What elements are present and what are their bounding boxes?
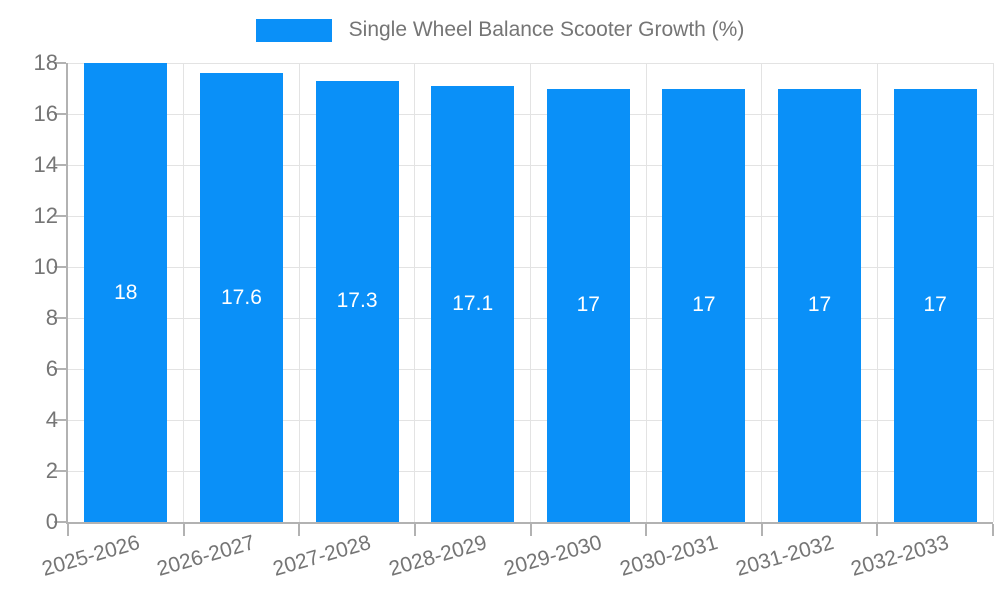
x-axis-tick — [182, 524, 185, 536]
x-axis-tick — [760, 524, 763, 536]
x-axis-tick — [645, 524, 648, 536]
bar-2025-2026[interactable] — [84, 63, 168, 522]
y-axis-tick-label: 18 — [33, 50, 58, 75]
y-axis-tick — [54, 419, 66, 421]
bar-value-label: 17 — [692, 293, 716, 317]
bar-value-label: 17 — [923, 293, 947, 317]
y-axis-tick — [54, 266, 66, 268]
legend: Single Wheel Balance Scooter Growth (%) — [0, 18, 1000, 42]
bar-value-label: 17.6 — [221, 285, 262, 309]
bar-value-label: 17 — [807, 293, 832, 317]
legend-label: Single Wheel Balance Scooter Growth (%) — [348, 18, 745, 41]
bar-value-label: 17 — [576, 293, 600, 317]
y-axis-tick — [54, 317, 66, 319]
y-axis-tick-label: 4 — [45, 407, 58, 432]
gridline-vertical — [992, 63, 994, 522]
y-axis-tick-label: 10 — [33, 254, 58, 279]
gridline-vertical — [530, 63, 531, 522]
bar-value-label: 17.1 — [452, 291, 494, 315]
y-axis-tick — [54, 368, 66, 370]
y-axis-line — [66, 63, 68, 522]
bar-value-label: 18 — [114, 280, 138, 304]
y-axis-tick-label: 6 — [45, 356, 58, 381]
y-axis-tick — [54, 470, 66, 472]
legend-item[interactable]: Single Wheel Balance Scooter Growth (%) — [255, 18, 745, 42]
gridline-vertical — [414, 63, 416, 522]
x-axis-tick — [529, 524, 532, 536]
bar-2026-2027[interactable] — [199, 73, 283, 522]
y-axis-tick-label: 16 — [33, 101, 58, 126]
plot-area: 18 17.6 17.3 17.1 17 17 17 17 — [54, 62, 994, 536]
bar-2031-2032[interactable] — [778, 88, 862, 522]
bar-2028-2029[interactable] — [431, 85, 515, 522]
y-axis-tick-label: 14 — [33, 152, 58, 177]
x-axis-tick — [876, 524, 879, 536]
y-axis-tick-label: 8 — [45, 305, 58, 330]
gridline-vertical — [761, 63, 763, 522]
x-axis-tick — [298, 524, 301, 536]
y-axis-tick-label: 12 — [33, 203, 58, 228]
y-axis-tick — [54, 113, 66, 115]
gridline-vertical — [183, 63, 185, 522]
bar-2030-2031[interactable] — [662, 88, 746, 522]
x-axis-tick — [67, 524, 69, 536]
legend-swatch-icon — [255, 18, 332, 42]
y-axis-tick — [54, 521, 66, 523]
gridline-vertical — [298, 63, 300, 522]
gridline-vertical — [645, 63, 647, 522]
x-axis-line — [66, 522, 993, 524]
y-axis-tick-label: 0 — [45, 509, 58, 534]
x-axis-tick — [992, 524, 994, 536]
gridline-vertical — [876, 63, 878, 522]
y-axis-tick — [54, 62, 66, 64]
bar-2032-2033[interactable] — [893, 88, 977, 522]
y-axis-tick-label: 2 — [45, 458, 58, 483]
x-axis-tick — [413, 524, 416, 536]
bar-value-label: 17.3 — [336, 289, 378, 313]
y-axis-tick — [54, 215, 66, 217]
bar-2027-2028[interactable] — [315, 80, 399, 522]
y-axis-tick — [54, 164, 66, 166]
bar-2029-2030[interactable] — [546, 88, 630, 522]
